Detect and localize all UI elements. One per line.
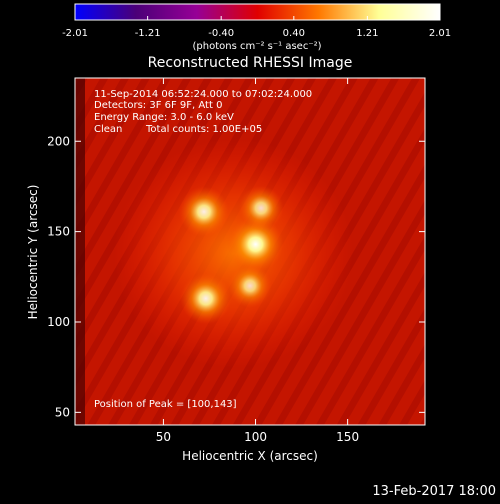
- emission-source-1: [227, 216, 284, 273]
- y-tick-label: 100: [47, 315, 70, 329]
- annotation-detectors: Detectors: 3F 6F 9F, Att 0: [94, 100, 222, 111]
- x-tick-label: 100: [244, 430, 267, 444]
- annotation-time-range: 11-Sep-2014 06:52:24.000 to 07:02:24.000: [94, 89, 312, 100]
- x-axis: 50 100 150: [156, 78, 359, 444]
- colorbar-tick-label: 2.01: [429, 28, 451, 39]
- y-axis: 50 100 150 200: [47, 134, 425, 419]
- colorbar-tick-label: -2.01: [62, 28, 88, 39]
- x-tick-label: 150: [336, 430, 359, 444]
- annotation-energy-range: Energy Range: 3.0 - 6.0 keV: [94, 112, 234, 123]
- colorbar-ticks: -2.01 -1.21 -0.40 0.40 1.21 2.01: [62, 16, 451, 39]
- colorbar-units: (photons cm⁻² s⁻¹ asec⁻²): [192, 41, 321, 52]
- emission-sources: [178, 185, 284, 324]
- colorbar-tick-label: 0.40: [283, 28, 305, 39]
- colorbar: -2.01 -1.21 -0.40 0.40 1.21 2.01 (photons cm⁻…: [62, 3, 451, 52]
- y-tick-label: 200: [47, 134, 70, 148]
- x-axis-label: Heliocentric X (arcsec): [182, 449, 318, 463]
- image-vignette-left: [75, 78, 85, 425]
- y-axis-label: Heliocentric Y (arcsec): [26, 185, 40, 320]
- colorbar-tick-label: 1.21: [356, 28, 378, 39]
- colorbar-tick-label: -0.40: [208, 28, 234, 39]
- emission-source-5: [228, 264, 272, 308]
- colorbar-gradient: [74, 3, 441, 21]
- y-tick-label: 150: [47, 225, 70, 239]
- annotation-total-counts: Total counts: 1.00E+05: [145, 124, 262, 135]
- emission-source-2: [178, 186, 230, 237]
- emission-source-3: [180, 273, 232, 324]
- x-tick-label: 50: [156, 430, 171, 444]
- annotations: 11-Sep-2014 06:52:24.000 to 07:02:24.000…: [94, 89, 312, 410]
- y-tick-label: 50: [55, 405, 70, 419]
- annotation-clean: Clean: [94, 124, 122, 135]
- plot-frame: [74, 77, 426, 426]
- annotation-peak-position: Position of Peak = [100,143]: [94, 399, 237, 410]
- plot-image: [75, 78, 425, 425]
- footer-timestamp: 13-Feb-2017 18:00: [372, 484, 496, 499]
- emission-source-4: [238, 185, 284, 231]
- colorbar-tick-label: -1.21: [135, 28, 161, 39]
- chart-title: Reconstructed RHESSI Image: [148, 55, 353, 71]
